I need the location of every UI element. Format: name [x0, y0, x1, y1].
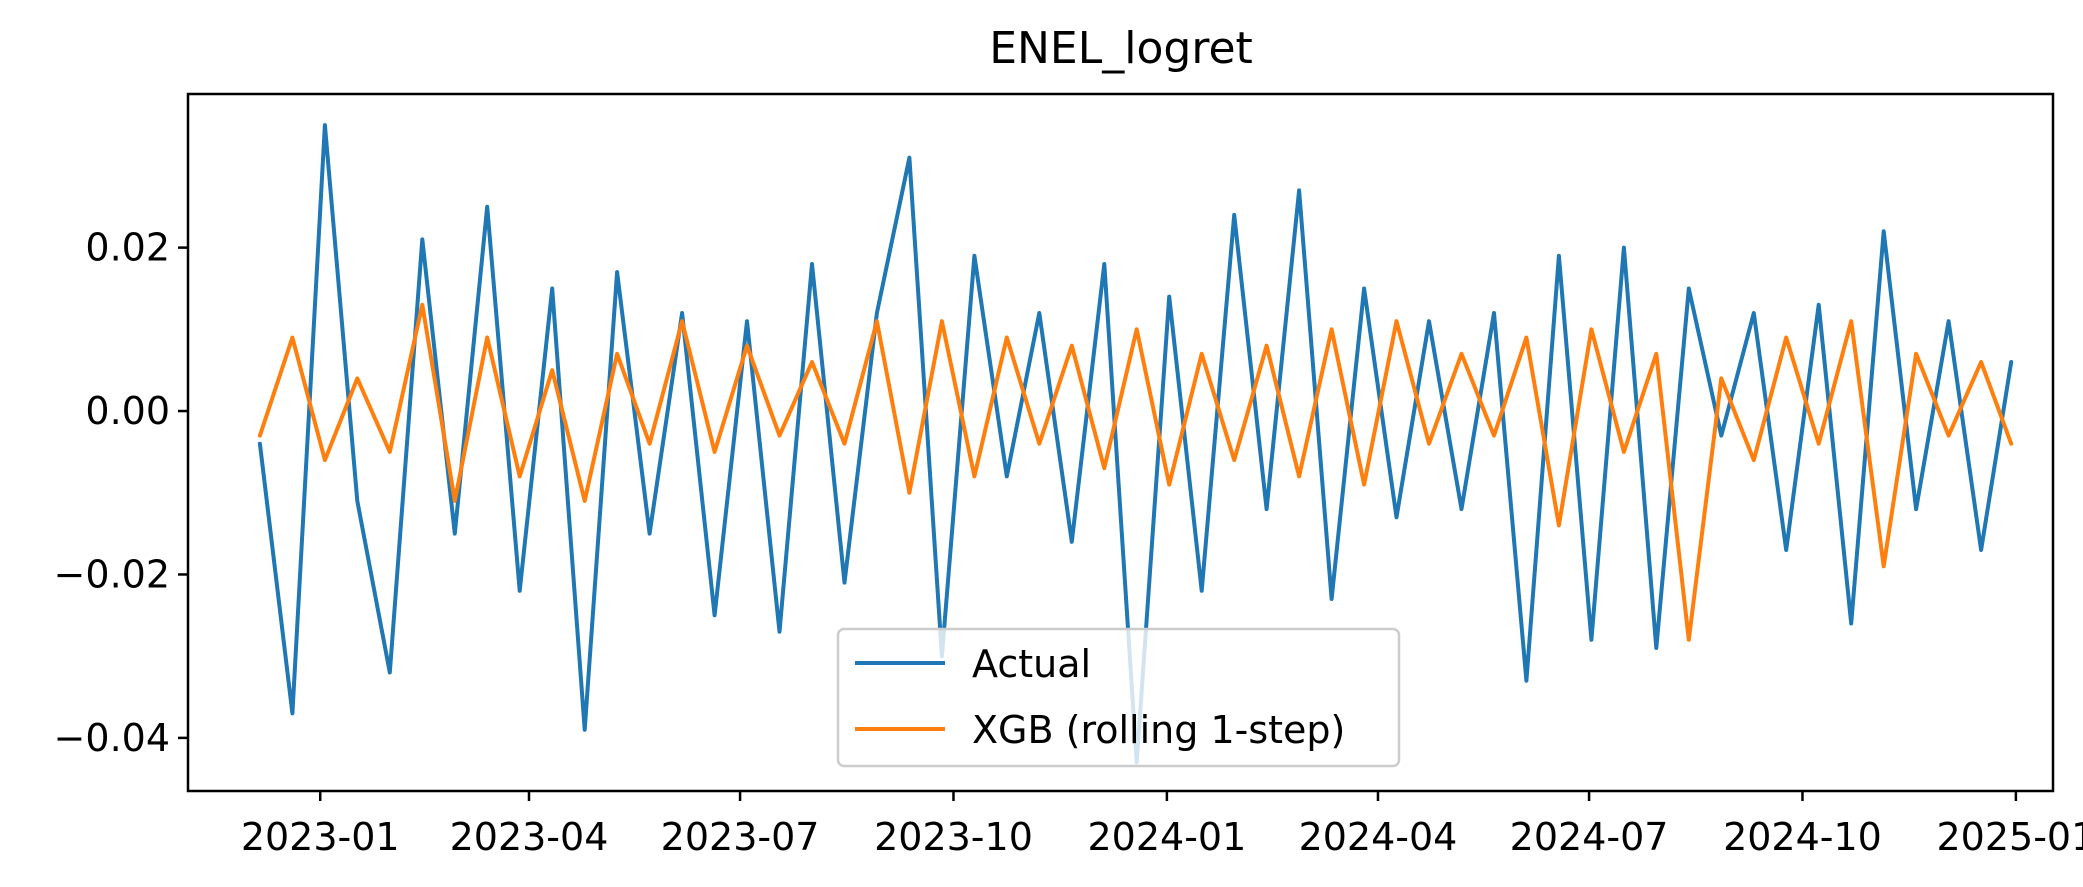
y-tick-label: −0.04 — [54, 716, 170, 760]
y-tick-label: 0.00 — [85, 389, 170, 433]
legend-label-xgb: XGB (rolling 1-step) — [972, 708, 1345, 752]
y-tick-label: 0.02 — [85, 226, 170, 270]
x-tick-label: 2024-07 — [1510, 815, 1669, 859]
x-tick-label: 2023-07 — [661, 815, 820, 859]
y-axis: −0.04 −0.02 0.00 0.02 — [54, 226, 188, 760]
legend-label-actual: Actual — [972, 642, 1091, 686]
chart-title: ENEL_logret — [989, 23, 1253, 74]
x-axis: 2023-01 2023-04 2023-07 2023-10 2024-01 2024-… — [241, 791, 2083, 859]
plot-area-frame — [186, 92, 2055, 793]
series-line-xgb — [257, 302, 2014, 642]
x-tick-label: 2023-10 — [874, 815, 1033, 859]
legend-box — [836, 627, 1401, 768]
x-tick-label: 2024-01 — [1088, 815, 1247, 859]
y-tick-label: −0.02 — [54, 552, 170, 596]
x-tick-label: 2025-01 — [1936, 815, 2083, 859]
legend: Actual XGB (rolling 1-step) — [836, 627, 1401, 768]
x-tick-label: 2024-04 — [1299, 815, 1458, 859]
x-tick-label: 2023-01 — [241, 815, 400, 859]
x-tick-label: 2024-10 — [1723, 815, 1882, 859]
x-tick-label: 2023-04 — [450, 815, 609, 859]
